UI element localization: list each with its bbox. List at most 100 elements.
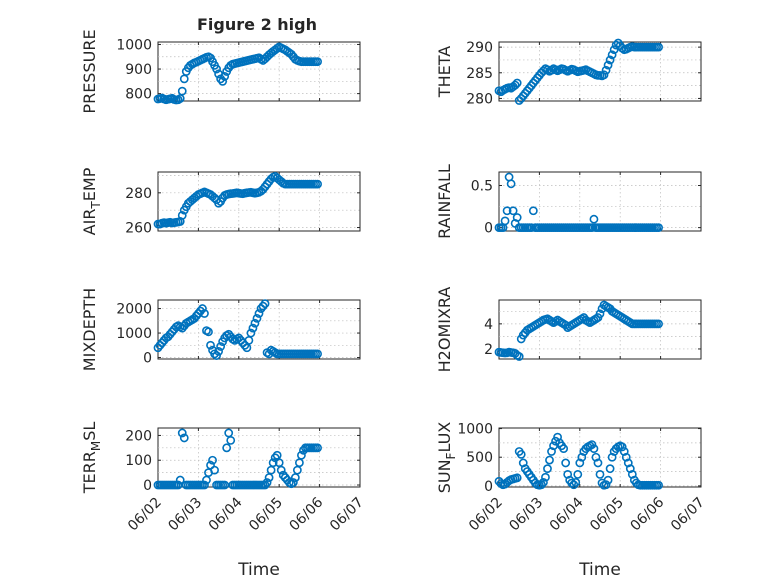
y-tick-label: 100 bbox=[125, 453, 152, 469]
y-tick-label: 800 bbox=[125, 87, 152, 103]
data-point bbox=[541, 472, 550, 482]
data-point bbox=[589, 444, 599, 454]
y-tick-label: 285 bbox=[466, 66, 493, 82]
data-point bbox=[595, 469, 605, 479]
data-point bbox=[506, 179, 516, 189]
data-point bbox=[500, 216, 510, 226]
y-tick-label: 0 bbox=[143, 351, 152, 367]
y-tick-label: 900 bbox=[125, 62, 152, 78]
data-point bbox=[276, 465, 286, 475]
subplot-h2omixra: 2 4 H2OMIXRA bbox=[435, 287, 702, 373]
data-point bbox=[313, 57, 322, 67]
data-point bbox=[508, 206, 518, 216]
data-point bbox=[204, 327, 213, 337]
data-point bbox=[177, 210, 187, 220]
y-tick-label: 0 bbox=[484, 221, 493, 237]
data-point bbox=[313, 349, 322, 359]
data-point bbox=[599, 70, 609, 80]
y-axis-label: PRESSURE bbox=[80, 29, 99, 113]
plot-area bbox=[498, 171, 702, 232]
data-point bbox=[526, 223, 536, 233]
data-point bbox=[200, 309, 209, 318]
data-point bbox=[595, 309, 605, 319]
data-point bbox=[573, 469, 583, 479]
data-point bbox=[175, 475, 185, 485]
y-axis-label: RAINFALL bbox=[435, 164, 454, 239]
data-point bbox=[617, 43, 627, 53]
data-point bbox=[246, 328, 256, 338]
data-point bbox=[547, 65, 556, 75]
data-point bbox=[206, 340, 215, 350]
data-point bbox=[248, 323, 258, 333]
data-point bbox=[609, 45, 619, 55]
data-point bbox=[654, 319, 663, 329]
subplot-rainfall: 0 0.5 RAINFALL bbox=[435, 164, 702, 239]
data-point bbox=[173, 480, 183, 490]
data-point bbox=[553, 432, 562, 442]
y-axis-label: H2OMIXRA bbox=[435, 287, 454, 373]
data-point bbox=[254, 309, 264, 318]
data-point bbox=[559, 444, 569, 454]
data-point bbox=[563, 469, 573, 479]
data-point bbox=[250, 318, 260, 328]
data-point bbox=[537, 480, 546, 490]
data-point bbox=[654, 223, 663, 233]
data-point bbox=[226, 435, 236, 445]
data-point bbox=[547, 447, 556, 456]
data-point bbox=[212, 64, 221, 74]
y-tick-label: 0 bbox=[484, 479, 493, 495]
data-point bbox=[623, 458, 633, 468]
data-point bbox=[512, 78, 522, 88]
data-point bbox=[569, 480, 579, 490]
data-point bbox=[654, 480, 663, 490]
y-tick-label: 280 bbox=[466, 91, 493, 107]
y-axis-label: THETA bbox=[435, 46, 454, 98]
figure-title: Figure 2 high bbox=[197, 15, 317, 34]
data-point bbox=[654, 42, 663, 52]
y-axis-label: AIRTEMP bbox=[80, 167, 103, 235]
y-axis-label: MIXDEPTH bbox=[80, 288, 99, 371]
data-point bbox=[268, 458, 278, 468]
data-point bbox=[617, 442, 627, 452]
data-point bbox=[575, 458, 585, 468]
x-axis-label: Time bbox=[237, 560, 280, 580]
data-point bbox=[179, 433, 189, 443]
data-point bbox=[313, 179, 322, 189]
y-axis-label: TERRMSL bbox=[80, 422, 103, 495]
data-point bbox=[589, 214, 599, 224]
data-point bbox=[514, 352, 524, 361]
data-point bbox=[545, 455, 554, 465]
data-point bbox=[200, 480, 209, 490]
y-tick-label: 2000 bbox=[116, 302, 152, 318]
data-point bbox=[218, 76, 228, 86]
subplot-air-temp: 260 280 AIRTEMP bbox=[80, 167, 361, 237]
data-point bbox=[262, 478, 272, 487]
data-point bbox=[177, 428, 187, 438]
y-tick-label: 280 bbox=[125, 186, 152, 202]
plot-area bbox=[498, 299, 702, 360]
data-point bbox=[210, 465, 219, 475]
y-tick-label: 1000 bbox=[116, 326, 152, 342]
y-tick-label: 500 bbox=[466, 450, 493, 466]
plot-area bbox=[157, 41, 361, 102]
data-point bbox=[297, 450, 306, 460]
data-point bbox=[516, 449, 526, 459]
y-tick-label: 200 bbox=[125, 428, 152, 444]
subplot-mixdepth: 0 1000 2000 MIXDEPTH bbox=[80, 288, 361, 371]
x-axis-label: Time bbox=[578, 560, 621, 580]
y-tick-label: 290 bbox=[466, 40, 493, 56]
y-tick-label: 1000 bbox=[457, 422, 493, 438]
y-tick-label: 2 bbox=[484, 342, 493, 358]
y-tick-label: 0 bbox=[143, 478, 152, 494]
y-tick-label: 4 bbox=[484, 317, 493, 333]
data-point bbox=[605, 464, 615, 474]
data-point bbox=[607, 452, 617, 462]
data-point bbox=[539, 478, 548, 487]
data-point bbox=[272, 43, 282, 53]
data-point bbox=[603, 475, 613, 485]
data-point bbox=[539, 66, 548, 76]
data-point bbox=[567, 478, 577, 488]
data-point bbox=[543, 464, 552, 474]
